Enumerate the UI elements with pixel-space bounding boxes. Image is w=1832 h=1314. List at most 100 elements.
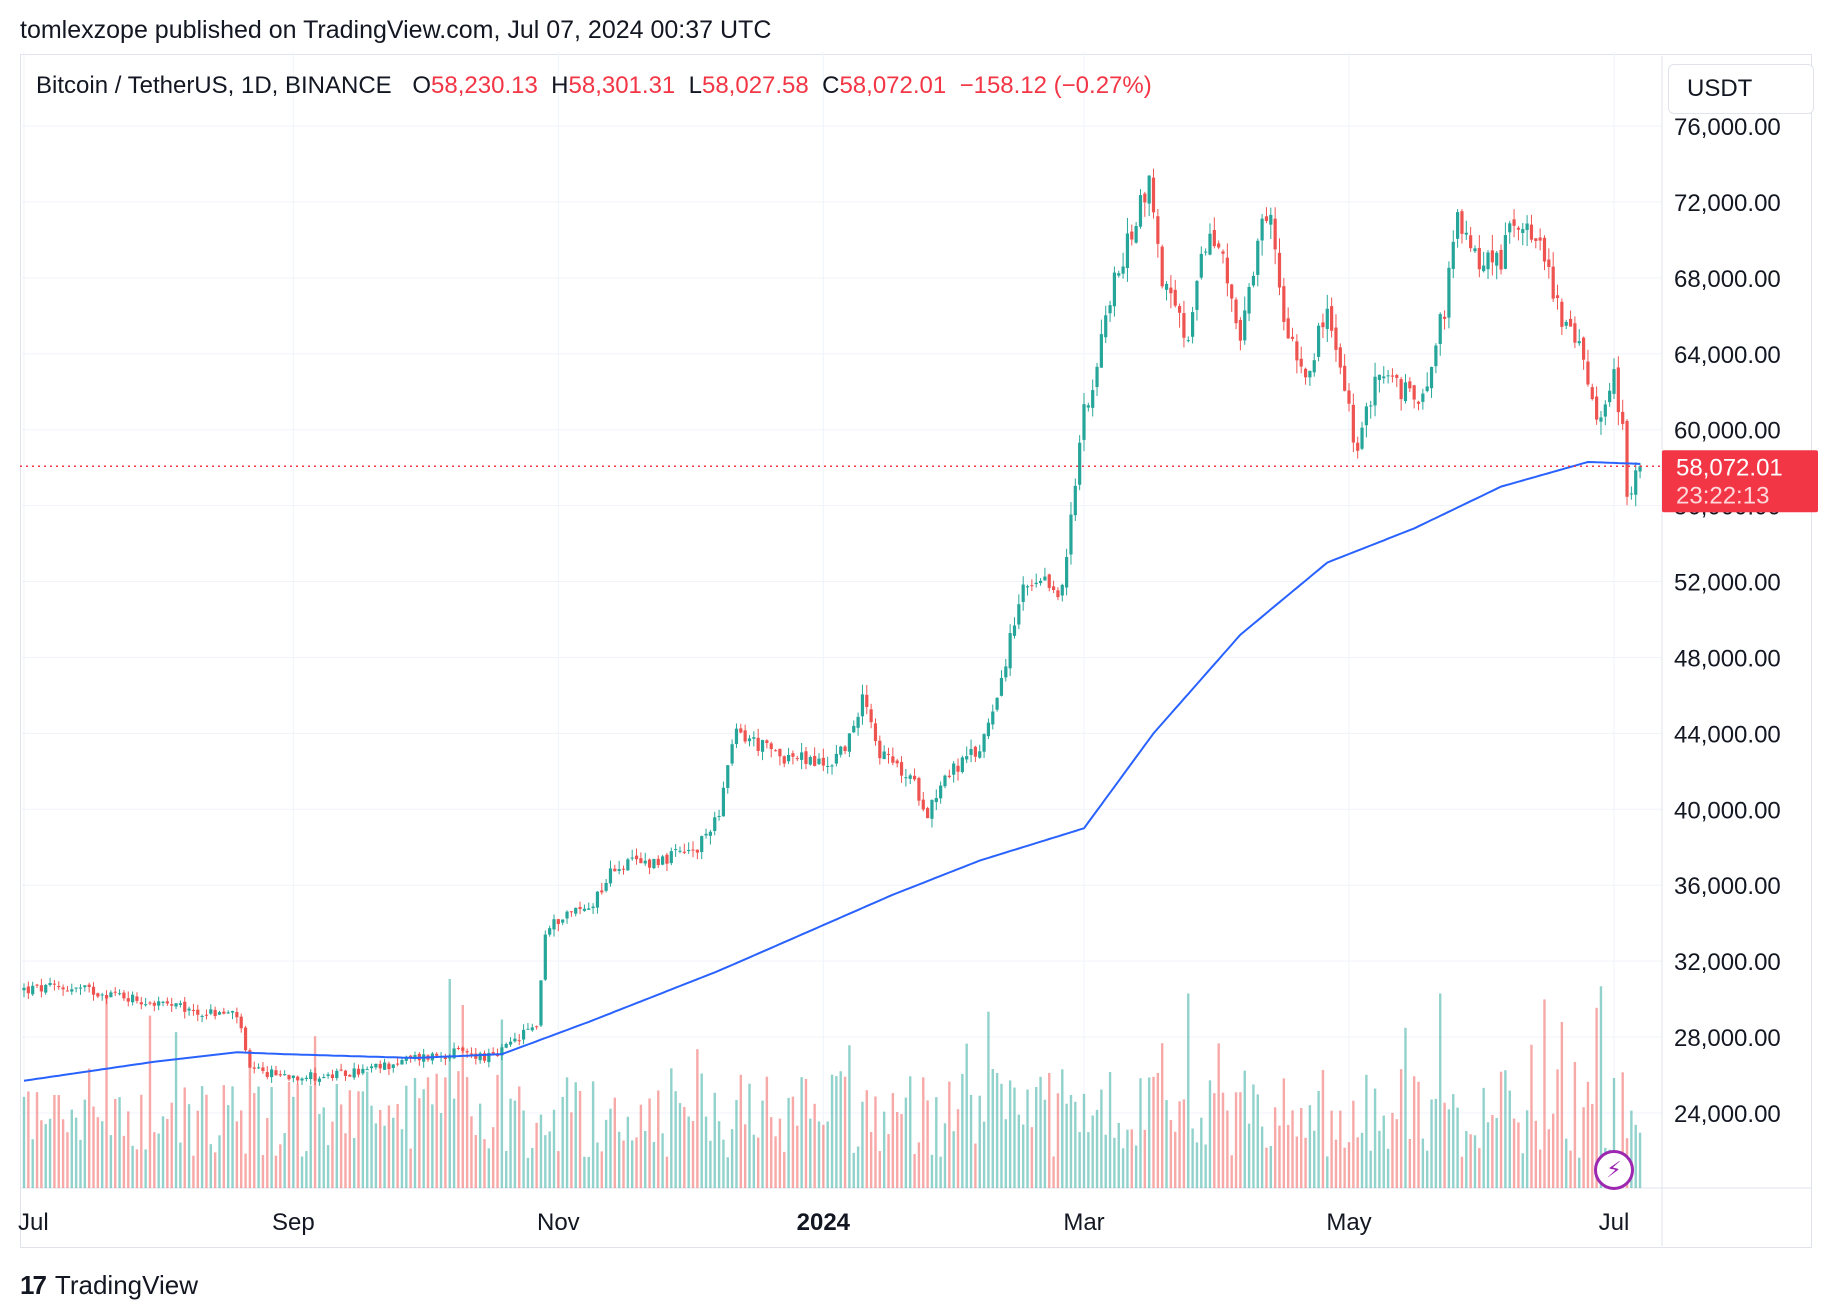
candle-body <box>630 857 634 859</box>
candle-body <box>1056 590 1060 598</box>
volume-bar <box>1439 993 1442 1188</box>
candle-body <box>1316 325 1321 357</box>
change-value: −158.12 (−0.27%) <box>959 72 1152 99</box>
volume-bar <box>865 1090 868 1188</box>
volume-bar <box>257 1086 260 1188</box>
candle-body <box>587 908 591 910</box>
candle-body <box>352 1068 356 1078</box>
candle-body <box>1403 382 1408 402</box>
moving-average-line <box>23 460 1641 1082</box>
volume-bar <box>661 1133 664 1188</box>
volume-bar <box>470 1116 473 1188</box>
volume-bar <box>500 1019 504 1188</box>
candle-body <box>700 836 704 853</box>
candle-body <box>682 851 686 853</box>
volume-bar <box>187 1104 191 1188</box>
candle-body <box>504 1043 508 1048</box>
candle-body <box>1295 341 1299 361</box>
candle-body <box>1529 224 1534 240</box>
candle-body <box>1108 305 1112 314</box>
candle-body <box>869 709 873 723</box>
volume-bar <box>1269 1146 1273 1188</box>
candle-body <box>652 858 656 869</box>
volume-bar <box>687 1116 690 1188</box>
candle-body <box>1395 375 1399 378</box>
volume-bar <box>1247 1123 1251 1188</box>
volume-bar <box>44 1124 47 1188</box>
candle-body <box>1308 370 1312 378</box>
candle-body <box>830 765 834 767</box>
volume-bar <box>1304 1137 1307 1188</box>
candle-body <box>291 1075 295 1079</box>
volume-bar <box>1395 1119 1398 1188</box>
volume-bar <box>1191 1128 1194 1188</box>
volume-bar <box>574 1082 577 1188</box>
volume-bar <box>1378 1130 1381 1188</box>
currency-selector[interactable]: USDT <box>1668 64 1814 114</box>
candle-body <box>1078 442 1082 485</box>
candle-body <box>113 991 117 993</box>
volume-bar <box>448 978 451 1188</box>
candle-body <box>122 992 126 999</box>
volume-bar <box>839 1071 842 1188</box>
volume-bar <box>161 1116 165 1188</box>
candle-body <box>209 1009 213 1014</box>
volume-bar <box>1204 1144 1207 1188</box>
candle-body <box>1512 219 1516 226</box>
volume-bar <box>1586 1081 1590 1188</box>
volume-bar <box>1399 1069 1403 1188</box>
candle-body <box>191 1009 196 1011</box>
low-label: L <box>688 72 702 99</box>
volume-bar <box>1404 1027 1407 1188</box>
candle-body <box>578 906 582 910</box>
volume-bar <box>1313 1130 1316 1188</box>
volume-bar <box>1443 1102 1446 1188</box>
candle-body <box>1169 287 1173 294</box>
volume-bar <box>730 1129 734 1188</box>
candle-body <box>769 743 773 749</box>
volume-bar <box>1339 1110 1342 1188</box>
candle-body <box>1156 216 1160 244</box>
volume-bar <box>248 1058 252 1188</box>
candle-body <box>986 722 991 737</box>
volume-bar <box>240 1110 243 1188</box>
candle-body <box>1438 314 1442 344</box>
volume-bar <box>383 1125 386 1188</box>
volume-bar <box>509 1098 512 1188</box>
candle-body <box>1334 327 1338 350</box>
volume-bar <box>305 1151 308 1188</box>
candle-body <box>1164 283 1169 290</box>
volume-bar <box>1508 1090 1511 1188</box>
tradingview-logo-icon: 17 <box>20 1270 47 1300</box>
volume-bar <box>331 1121 334 1188</box>
volume-bar <box>1043 1099 1047 1188</box>
volume-bar <box>1282 1078 1286 1188</box>
volume-bar <box>1582 1107 1585 1188</box>
volume-bar <box>1543 999 1546 1188</box>
candle-body <box>834 753 838 764</box>
volume-bar <box>379 1109 382 1188</box>
y-tick-label: 72,000.00 <box>1674 190 1781 217</box>
candle-body <box>795 758 799 760</box>
volume-bar <box>166 1118 169 1188</box>
volume-bar <box>1369 1150 1372 1188</box>
candle-body <box>543 934 547 980</box>
candle-body <box>1330 306 1334 331</box>
candle-body <box>413 1054 417 1059</box>
candle-body <box>1486 252 1490 270</box>
candle-body <box>1516 227 1521 230</box>
candle-body <box>843 746 847 752</box>
volume-bar <box>1499 1071 1503 1188</box>
lightning-icon[interactable]: ⚡ <box>1594 1150 1634 1190</box>
volume-bar <box>952 1131 955 1188</box>
candle-body <box>695 849 699 853</box>
candle-body <box>934 798 938 803</box>
volume-bar <box>561 1096 564 1188</box>
volume-bar <box>591 1081 595 1188</box>
candle-body <box>556 919 560 925</box>
volume-bar <box>1560 1021 1564 1188</box>
volume-bar <box>213 1152 217 1188</box>
candle-body <box>1469 235 1473 249</box>
candle-body <box>891 756 895 763</box>
